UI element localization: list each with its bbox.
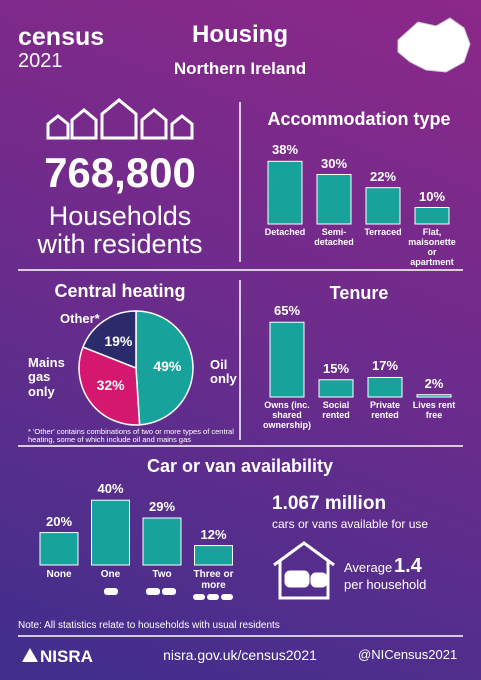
value-label: 17% [371,358,399,374]
value-label: 40% [97,481,124,497]
category-label: Lives rent free [412,400,456,420]
value-label: 38% [271,142,299,158]
category-label: Detached [264,227,306,237]
handle: @NICensus2021 [358,647,458,662]
bar [316,174,352,225]
value-label: 65% [273,303,301,319]
bar [365,187,401,225]
households-label: with residents [37,229,203,259]
cars-total-label: cars or vans available for use [272,517,429,531]
category-label: Semi-detached [314,227,354,247]
page-title: Housing [192,21,288,48]
value-label: 22% [369,168,397,184]
bar [142,517,182,566]
logo-word: census [18,23,105,51]
logo-year: 2021 [18,50,63,72]
value-label: 19% [104,333,133,350]
bar [416,394,452,398]
legend-label: Oil only [210,357,237,387]
page-subtitle: Northern Ireland [173,59,307,78]
average-prefix: Average [344,560,393,575]
average-value: 1.4 [394,555,422,577]
dividers [18,102,463,637]
bar [39,532,79,566]
chart-title: Central heating [54,281,186,301]
bar [267,160,303,225]
bar [367,376,403,398]
value-label: 12% [200,526,227,542]
households-label: Households [48,201,192,231]
category-label: Terraced [364,227,402,237]
chart-title: Tenure [329,283,389,303]
url: nisra.gov.uk/census2021 [163,647,317,663]
pie-slice [135,310,194,426]
bar [91,499,130,566]
map-icon [397,17,471,73]
pie-slice [78,346,141,426]
category-label: Flat, maisonette or apartment [408,227,456,267]
value-label: 29% [148,499,176,515]
value-label: 49% [153,358,182,374]
car-icons [104,588,233,600]
value-label: 20% [45,513,73,529]
houses-icon [46,98,194,140]
bar [194,545,233,566]
cars-total: 1.067 million [272,493,387,514]
bar [414,207,450,225]
footnote: * 'Other' contains combinations of two o… [28,427,234,445]
value-label: 10% [418,188,446,204]
chart-title: Car or van availability [146,456,334,476]
house-car-icon [273,541,335,600]
bar [269,321,305,398]
category-label: Private rented [369,400,401,420]
value-label: 30% [320,155,348,171]
nisra-logo-icon [22,648,38,662]
org-logo: NISRA [40,647,93,666]
category-label: One [100,569,121,580]
category-label: Owns (inc. shared ownership) [262,400,311,430]
pie-slice [82,310,137,370]
value-label: 32% [96,377,125,394]
value-label: 15% [322,360,350,376]
category-label: Two [152,569,172,580]
households-value: 768,800 [44,149,196,196]
category-label: Social rented [322,400,350,420]
average-suffix: per household [344,577,427,592]
value-label: 2% [424,375,444,391]
category-label: Three or more [193,569,234,591]
category-label: None [46,569,72,580]
chart-title: Accommodation type [267,109,451,129]
bar [318,379,354,398]
note: Note: All statistics relate to household… [18,620,280,631]
legend-label: Mains gas only [28,355,65,399]
legend-label: Other* [60,311,100,326]
